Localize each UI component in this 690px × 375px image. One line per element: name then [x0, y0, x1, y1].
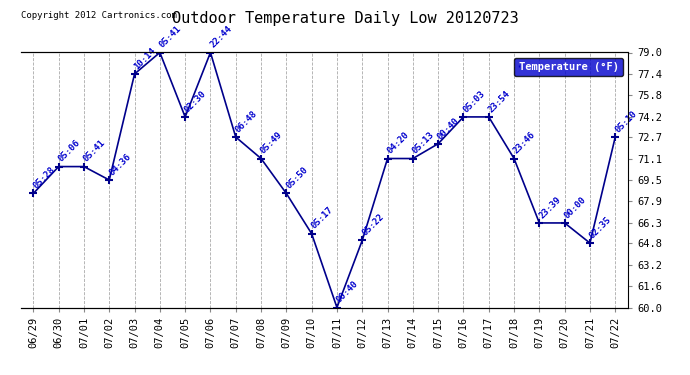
Text: 23:54: 23:54: [486, 89, 512, 114]
Text: 05:28: 05:28: [31, 165, 57, 190]
Text: 02:35: 02:35: [588, 215, 613, 240]
Legend: Temperature (°F): Temperature (°F): [514, 58, 622, 76]
Text: 05:13: 05:13: [411, 130, 436, 156]
Text: 22:44: 22:44: [208, 24, 234, 50]
Text: 05:41: 05:41: [157, 24, 183, 50]
Text: 05:50: 05:50: [284, 165, 310, 190]
Text: 05:22: 05:22: [360, 212, 386, 238]
Text: 05:03: 05:03: [461, 89, 486, 114]
Text: 05:06: 05:06: [57, 138, 82, 164]
Text: 02:30: 02:30: [183, 89, 208, 114]
Text: 00:00: 00:00: [562, 195, 588, 220]
Text: 23:46: 23:46: [512, 130, 538, 156]
Text: 00:40: 00:40: [335, 279, 360, 305]
Text: 04:36: 04:36: [107, 152, 132, 177]
Text: 04:20: 04:20: [385, 130, 411, 156]
Text: 10:14: 10:14: [132, 46, 158, 71]
Text: 06:48: 06:48: [233, 109, 259, 134]
Text: Outdoor Temperature Daily Low 20120723: Outdoor Temperature Daily Low 20120723: [172, 11, 518, 26]
Text: 05:49: 05:49: [259, 130, 284, 156]
Text: 23:39: 23:39: [537, 195, 562, 220]
Text: 05:10: 05:10: [613, 109, 638, 134]
Text: 05:17: 05:17: [309, 206, 335, 231]
Text: 05:41: 05:41: [81, 138, 107, 164]
Text: Copyright 2012 Cartronics.com: Copyright 2012 Cartronics.com: [21, 11, 177, 20]
Text: 00:40: 00:40: [436, 116, 462, 141]
